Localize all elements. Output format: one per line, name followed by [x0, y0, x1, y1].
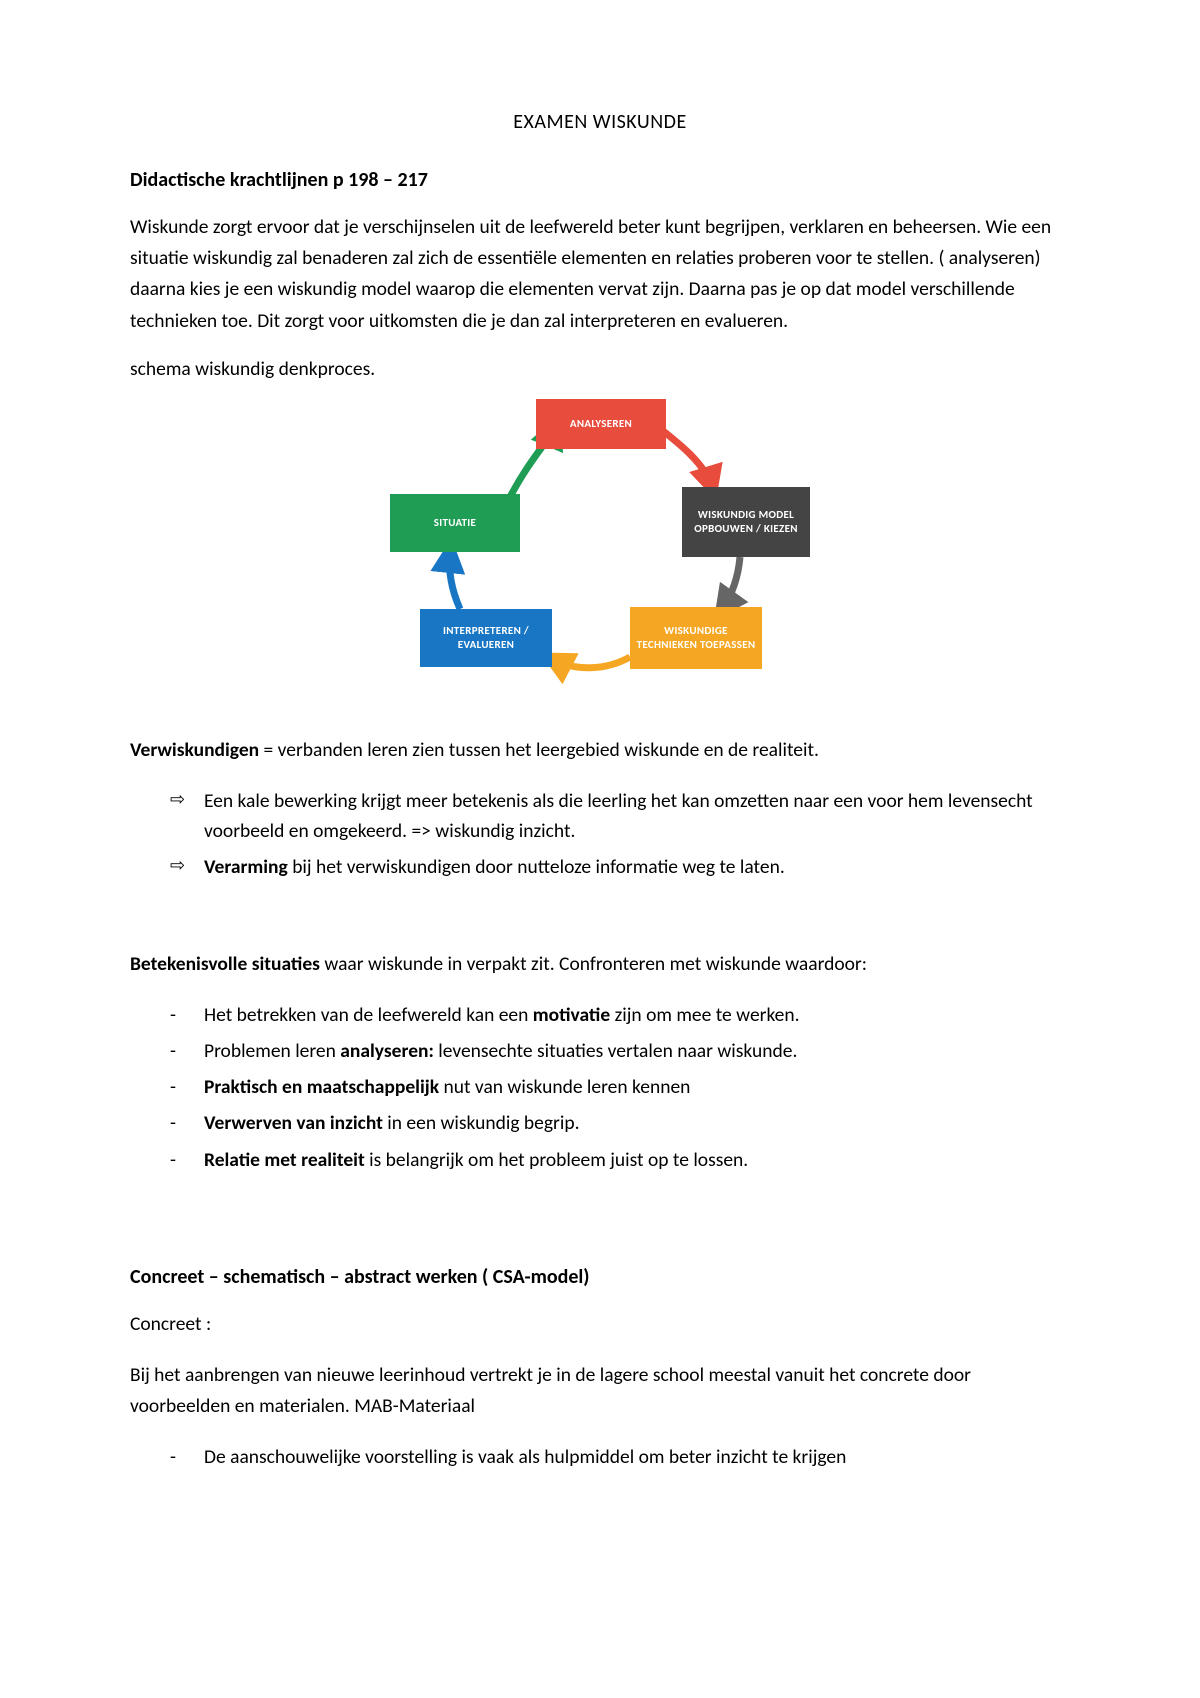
verwiskundigen-item: Verarming bij het verwiskundigen door nu…	[170, 852, 1070, 882]
verwiskundigen-list: Een kale bewerking krijgt meer betekenis…	[130, 786, 1070, 883]
betekenisvolle-term: Betekenisvolle situaties	[130, 952, 320, 976]
concreet-item: De aanschouwelijke voorstelling is vaak …	[170, 1442, 1070, 1472]
diagram-node-analyseren: ANALYSEREN	[536, 399, 666, 449]
concreet-list: De aanschouwelijke voorstelling is vaak …	[130, 1442, 1070, 1472]
verwiskundigen-item: Een kale bewerking krijgt meer betekenis…	[170, 786, 1070, 846]
doc-title: EXAMEN WISKUNDE	[130, 110, 1070, 134]
betekenisvolle-item: Verwerven van inzicht in een wiskundig b…	[170, 1108, 1070, 1138]
betekenisvolle-item: Praktisch en maatschappelijk nut van wis…	[170, 1072, 1070, 1102]
diagram-node-technieken: WISKUNDIGE TECHNIEKEN TOEPASSEN	[630, 607, 762, 669]
heading-didactische: Didactische krachtlijnen p 198 – 217	[130, 168, 1070, 192]
verwiskundigen-term: Verwiskundigen	[130, 738, 259, 762]
schema-caption: schema wiskundig denkproces.	[130, 357, 1070, 381]
betekenisvolle-item: Problemen leren analyseren: levensechte …	[170, 1036, 1070, 1066]
verwiskundigen-tail: = verbanden leren zien tussen het leerge…	[259, 738, 819, 762]
verwiskundigen-line: Verwiskundigen = verbanden leren zien tu…	[130, 735, 1070, 766]
diagram-arrow-interpreteren-situatie	[449, 552, 460, 609]
betekenisvolle-list: Het betrekken van de leefwereld kan een …	[130, 1000, 1070, 1175]
diagram-arrow-analyseren-model	[658, 427, 712, 487]
concreet-label: Concreet :	[130, 1309, 1070, 1340]
betekenisvolle-tail: waar wiskunde in verpakt zit. Confronter…	[320, 952, 867, 976]
csa-heading: Concreet – schematisch – abstract werken…	[130, 1265, 1070, 1289]
diagram-arrow-technieken-interpreteren	[552, 657, 630, 668]
diagram-node-model: WISKUNDIG MODEL OPBOUWEN / KIEZEN	[682, 487, 810, 557]
concreet-paragraph: Bij het aanbrengen van nieuwe leerinhoud…	[130, 1360, 1070, 1422]
diagram-node-interpreteren: INTERPRETEREN / EVALUEREN	[420, 609, 552, 667]
denkproces-diagram: ANALYSEREN SITUATIE WISKUNDIG MODEL OPBOUW…	[360, 399, 840, 689]
betekenisvolle-lead: Betekenisvolle situaties waar wiskunde i…	[130, 949, 1070, 980]
diagram-arrow-model-technieken	[722, 557, 740, 609]
intro-paragraph: Wiskunde zorgt ervoor dat je verschijnse…	[130, 212, 1070, 337]
betekenisvolle-item: Relatie met realiteit is belangrijk om h…	[170, 1145, 1070, 1175]
document-page: EXAMEN WISKUNDE Didactische krachtlijnen…	[0, 0, 1200, 1698]
diagram-node-situatie: SITUATIE	[390, 494, 520, 552]
diagram-container: ANALYSEREN SITUATIE WISKUNDIG MODEL OPBOUW…	[130, 399, 1070, 689]
betekenisvolle-item: Het betrekken van de leefwereld kan een …	[170, 1000, 1070, 1030]
